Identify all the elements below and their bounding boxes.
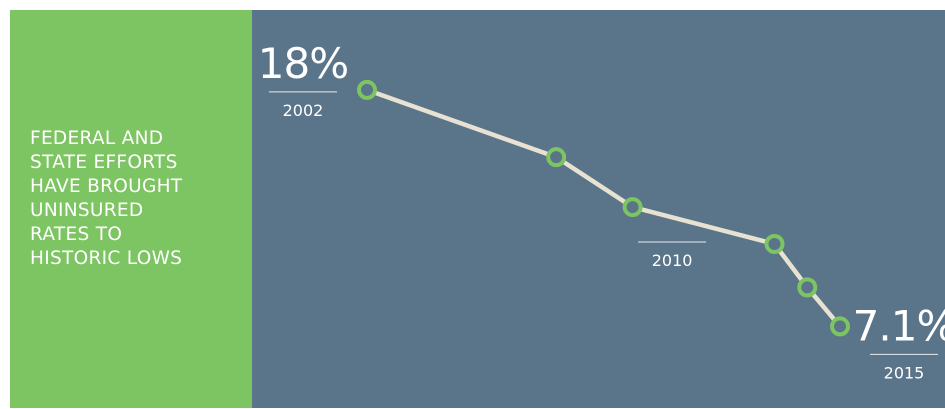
point xyxy=(797,277,818,298)
headline-line: RATES TO xyxy=(30,224,123,245)
point xyxy=(622,197,643,218)
headline-line: FEDERAL AND xyxy=(30,128,164,149)
headline-line: HISTORIC LOWS xyxy=(30,248,183,269)
headline: FEDERAL AND STATE EFFORTS HAVE BROUGHT UNIN… xyxy=(30,127,182,271)
value-label: 7.1% xyxy=(853,301,945,350)
chart-background xyxy=(252,10,945,408)
point xyxy=(830,316,851,337)
headline-line: STATE EFFORTS xyxy=(30,152,178,173)
headline-line: HAVE BROUGHT xyxy=(30,176,183,197)
x-tick-label: 2015 xyxy=(884,363,925,382)
value-label: 18% xyxy=(258,39,348,88)
point xyxy=(546,147,567,168)
x-tick-label: 2002 xyxy=(283,101,324,120)
headline-line: UNINSURED xyxy=(30,200,144,221)
point xyxy=(356,79,377,100)
x-tick-label: 2010 xyxy=(652,251,693,270)
side-panel xyxy=(10,10,252,408)
point xyxy=(764,233,785,254)
